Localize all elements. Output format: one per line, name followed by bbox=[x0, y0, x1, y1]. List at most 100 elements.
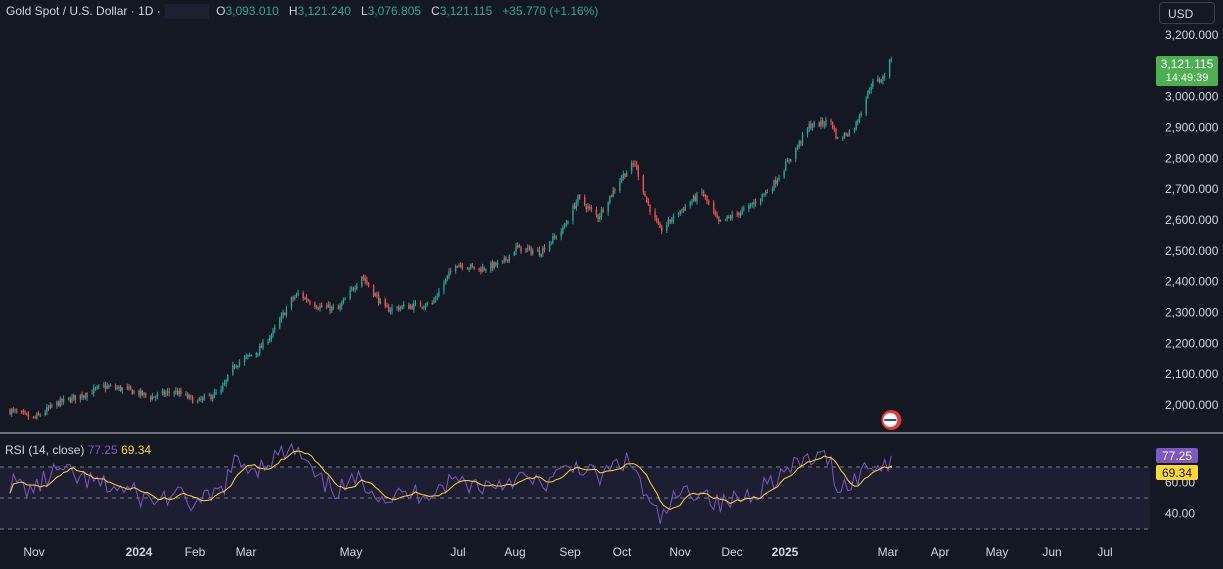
candle-body bbox=[667, 219, 670, 225]
candle-body bbox=[352, 288, 355, 290]
candle-body bbox=[647, 201, 650, 205]
candle-body bbox=[672, 214, 675, 221]
candle-body bbox=[191, 396, 194, 403]
candle-body bbox=[505, 257, 507, 260]
candle-body bbox=[882, 76, 884, 82]
rsi-indicator-label[interactable]: RSI (14, close) bbox=[5, 443, 85, 457]
candle-body bbox=[597, 215, 599, 219]
candle-body bbox=[344, 298, 346, 300]
candle-body bbox=[466, 268, 469, 270]
rsi-header-value: 77.25 bbox=[87, 443, 118, 457]
candle-body bbox=[701, 191, 703, 193]
candle-body bbox=[141, 390, 144, 396]
currency-button[interactable]: USD bbox=[1159, 2, 1215, 24]
candle-body bbox=[684, 206, 686, 211]
candle-body bbox=[161, 391, 164, 394]
candle-body bbox=[868, 90, 871, 92]
candle-body bbox=[196, 400, 199, 403]
candle-body bbox=[250, 355, 252, 357]
candle-body bbox=[247, 354, 249, 357]
candle-body bbox=[215, 392, 217, 394]
candle-body bbox=[483, 267, 485, 270]
candle-body bbox=[260, 345, 263, 348]
candle-body bbox=[630, 163, 633, 172]
us-flag-stripe bbox=[884, 419, 897, 421]
y-axis-tick-label: 2,200.000 bbox=[1165, 336, 1219, 350]
candle-body bbox=[480, 269, 482, 272]
candle-body bbox=[118, 386, 120, 389]
candle-body bbox=[806, 127, 809, 135]
candle-body bbox=[361, 276, 363, 286]
candle-body bbox=[27, 414, 30, 418]
candle-body bbox=[446, 275, 449, 279]
rsi-ma-header-value: 69.34 bbox=[121, 443, 152, 457]
candle-body bbox=[696, 193, 698, 202]
symbol-name[interactable]: Gold Spot / U.S. Dollar bbox=[6, 4, 128, 18]
candle-body bbox=[233, 366, 236, 368]
candle-body bbox=[553, 236, 556, 238]
candle-body bbox=[831, 122, 834, 128]
candle-body bbox=[290, 297, 293, 308]
candle-body bbox=[495, 262, 497, 266]
candle-body bbox=[449, 271, 452, 273]
candle-body bbox=[34, 417, 36, 419]
low-value: 3,076.805 bbox=[367, 4, 422, 18]
candle-body bbox=[619, 181, 621, 191]
candle-body bbox=[644, 193, 646, 197]
candle-body bbox=[262, 341, 264, 349]
candle-body bbox=[39, 414, 41, 416]
candle-body bbox=[634, 163, 636, 165]
candle-body bbox=[165, 392, 167, 395]
candle-body bbox=[208, 395, 211, 397]
candle-body bbox=[471, 264, 474, 267]
candle-body bbox=[408, 304, 410, 309]
candle-body bbox=[635, 163, 638, 167]
y-axis-tick-label: 2,600.000 bbox=[1165, 213, 1219, 227]
candle-body bbox=[269, 338, 271, 342]
bar-countdown: 14:49:39 bbox=[1166, 72, 1209, 84]
candle-body bbox=[67, 397, 70, 400]
interval-label[interactable]: 1D bbox=[138, 4, 154, 18]
candle-body bbox=[129, 386, 132, 390]
candle-body bbox=[818, 122, 820, 127]
candle-body bbox=[654, 211, 656, 218]
candle-body bbox=[689, 202, 691, 206]
candle-body bbox=[93, 387, 95, 393]
x-axis-tick-label: Mar bbox=[878, 545, 899, 559]
candle-body bbox=[309, 301, 311, 304]
y-axis-tick-label: 2,500.000 bbox=[1165, 244, 1219, 258]
candle-body bbox=[714, 212, 717, 215]
candle-body bbox=[438, 291, 440, 297]
candle-body bbox=[387, 306, 390, 312]
candle-body bbox=[642, 176, 645, 193]
candle-body bbox=[842, 137, 844, 139]
candle-body bbox=[491, 262, 494, 269]
candle-body bbox=[532, 250, 534, 254]
close-value: 3,121.115 bbox=[439, 4, 493, 18]
candle-body bbox=[578, 195, 581, 198]
candle-body bbox=[657, 221, 660, 224]
low-label: L bbox=[360, 4, 368, 18]
candle-body bbox=[201, 397, 204, 401]
candle-body bbox=[682, 208, 685, 211]
candle-body bbox=[659, 223, 661, 228]
x-axis-tick-label: Dec bbox=[721, 545, 742, 559]
candle-body bbox=[411, 305, 413, 309]
candle-body bbox=[91, 392, 93, 394]
x-axis-tick-label: Nov bbox=[23, 545, 44, 559]
candle-body bbox=[258, 346, 261, 355]
y-axis-tick-label: 2,100.000 bbox=[1165, 367, 1219, 381]
candle-body bbox=[389, 310, 392, 312]
candle-body bbox=[297, 293, 299, 295]
candle-body bbox=[542, 247, 544, 254]
candle-body bbox=[44, 412, 46, 416]
candle-body bbox=[272, 330, 274, 335]
candle-body bbox=[145, 393, 147, 396]
last-price-tag bbox=[1156, 56, 1218, 86]
candle-body bbox=[610, 195, 613, 197]
candle-body bbox=[538, 250, 541, 256]
candle-body bbox=[632, 163, 634, 165]
candle-body bbox=[248, 355, 251, 357]
